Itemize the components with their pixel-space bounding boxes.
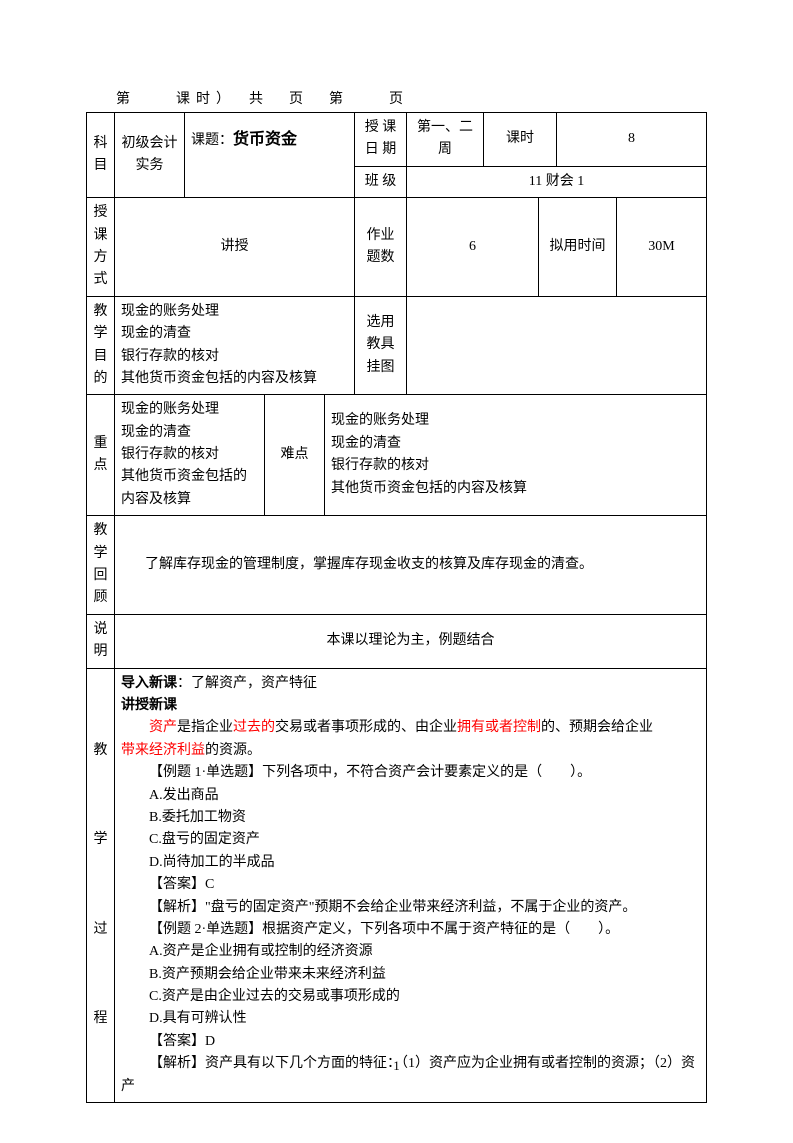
- q1: 【例题 1·单选题】下列各项中，不符合资产会计要素定义的是（ ）。: [121, 762, 700, 784]
- key-line: 现金的清查: [121, 422, 258, 444]
- lesson-plan-table: 科目 初级会计实务 课题：货币资金 授 课日 期 第一、二周 课时 8 班 级 …: [86, 112, 707, 1103]
- asset-txt: 的资源。: [205, 743, 261, 758]
- class-label: 班 级: [355, 166, 407, 197]
- asset-txt: 是指企业: [177, 720, 233, 735]
- a1: 【答案】C: [121, 874, 700, 896]
- note-text: 本课以理论为主，例题结合: [115, 614, 707, 668]
- time-label: 拟用时间: [539, 198, 617, 297]
- method-label: 授课方式: [87, 198, 115, 297]
- diff-line: 银行存款的核对: [331, 455, 700, 477]
- hw-label: 作业题数: [355, 198, 407, 297]
- note-label: 说明: [87, 614, 115, 668]
- key-line: 银行存款的核对: [121, 444, 258, 466]
- teaching-content: 导入新课：了解资产，资产特征 讲授新课 资产是指企业过去的交易或者事项形成的、由…: [115, 668, 707, 1102]
- diff-line: 现金的清查: [331, 433, 700, 455]
- q1c: C.盘亏的固定资产: [121, 829, 700, 851]
- key-line: 其他货币资金包括的内容及核算: [121, 466, 258, 511]
- date-value: 第一、二周: [407, 113, 484, 167]
- q1d: D.尚待加工的半成品: [121, 852, 700, 874]
- q2b: B.资产预期会给企业带来未来经济利益: [121, 964, 700, 986]
- lecture-title: 讲授新课: [121, 695, 700, 717]
- asset-definition-line2: 带来经济利益的资源。: [121, 740, 700, 762]
- subject-label: 科目: [87, 113, 115, 198]
- process-label: 教学过程: [87, 668, 115, 1102]
- e1: 【解析】"盘亏的固定资产"预期不会给企业带来经济利益，不属于企业的资产。: [121, 897, 700, 919]
- key-label: 重点: [87, 395, 115, 516]
- goal-line: 其他货币资金包括的内容及核算: [121, 368, 348, 390]
- page-header-line: 第 课时） 共 页 第 页: [116, 88, 707, 108]
- asset-txt: 的、预期会给企业: [541, 720, 653, 735]
- asset-red: 带来经济利益: [121, 743, 205, 758]
- intro-text: ：了解资产，资产特征: [177, 676, 317, 691]
- diff-line: 其他货币资金包括的内容及核算: [331, 478, 700, 500]
- asset-txt: 交易或者事项形成的、由企业: [275, 720, 457, 735]
- q2a: A.资产是企业拥有或控制的经济资源: [121, 941, 700, 963]
- period-label: 课时: [484, 113, 557, 167]
- asset-red: 过去的: [233, 720, 275, 735]
- method-value: 讲授: [115, 198, 355, 297]
- diff-line: 现金的账务处理: [331, 410, 700, 432]
- diff-label: 难点: [265, 395, 325, 516]
- q2d: D.具有可辨认性: [121, 1008, 700, 1030]
- topic-cell: 课题：货币资金: [185, 113, 355, 167]
- page-number: 1: [0, 1058, 793, 1074]
- tool-label: 选用教具挂图: [355, 296, 407, 395]
- intro-title: 导入新课: [121, 676, 177, 691]
- goal-line: 现金的账务处理: [121, 301, 348, 323]
- hw-value: 6: [407, 198, 539, 297]
- q2: 【例题 2·单选题】根据资产定义，下列各项中不属于资产特征的是（ ）。: [121, 919, 700, 941]
- tool-value: [407, 296, 707, 395]
- topic-label: 课题：: [191, 133, 233, 148]
- diff-lines: 现金的账务处理 现金的清查 银行存款的核对 其他货币资金包括的内容及核算: [325, 395, 707, 516]
- key-lines: 现金的账务处理 现金的清查 银行存款的核对 其他货币资金包括的内容及核算: [115, 395, 265, 516]
- asset-definition: 资产是指企业过去的交易或者事项形成的、由企业拥有或者控制的、预期会给企业: [121, 717, 700, 739]
- topic-cell-lower: [185, 166, 355, 197]
- q1b: B.委托加工物资: [121, 807, 700, 829]
- asset-red: 拥有或者控制: [457, 720, 541, 735]
- class-value: 11 财会 1: [407, 166, 707, 197]
- period-value: 8: [557, 113, 707, 167]
- a2: 【答案】D: [121, 1031, 700, 1053]
- time-value: 30M: [617, 198, 707, 297]
- date-label: 授 课日 期: [355, 113, 407, 167]
- subject-value: 初级会计实务: [115, 113, 185, 198]
- goal-line: 现金的清查: [121, 323, 348, 345]
- key-line: 现金的账务处理: [121, 399, 258, 421]
- q2c: C.资产是由企业过去的交易或事项形成的: [121, 986, 700, 1008]
- goal-line: 银行存款的核对: [121, 346, 348, 368]
- goal-label: 教学目的: [87, 296, 115, 395]
- goal-lines: 现金的账务处理 现金的清查 银行存款的核对 其他货币资金包括的内容及核算: [115, 296, 355, 395]
- review-text: 了解库存现金的管理制度，掌握库存现金收支的核算及库存现金的清查。: [115, 516, 707, 615]
- topic-value: 货币资金: [233, 131, 297, 148]
- q1a: A.发出商品: [121, 785, 700, 807]
- asset-red: 资产: [149, 720, 177, 735]
- review-label: 教学回顾: [87, 516, 115, 615]
